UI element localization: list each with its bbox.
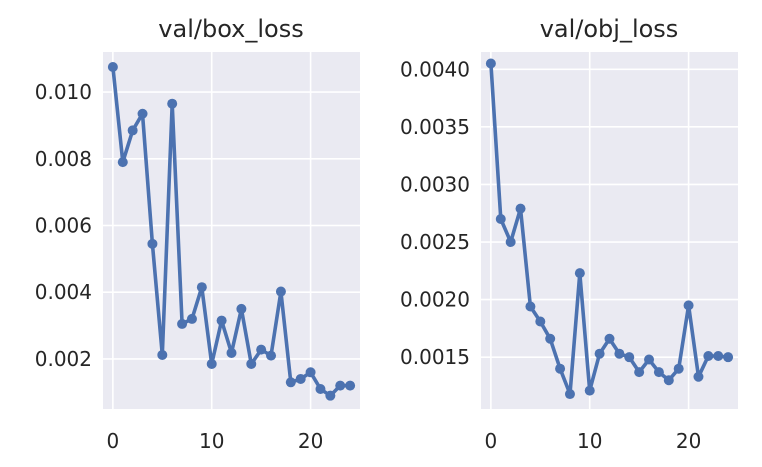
data-point [624,352,635,363]
y-tick-label: 0.010 [35,80,92,104]
x-ticks-obj-loss: 0 10 20 [485,429,702,453]
y-tick-label: 0.006 [35,213,92,237]
y-tick-label: 0.002 [35,347,92,371]
x-tick-label: 20 [676,429,701,453]
x-ticks-box-loss: 0 10 20 [107,429,324,453]
data-point [137,108,148,119]
data-point [614,348,625,359]
data-point [535,316,546,327]
x-tick-label: 10 [199,429,224,453]
data-point [703,351,714,362]
y-tick-label: 0.0030 [400,172,470,196]
data-point [206,358,217,369]
data-point [723,352,734,363]
gridlines-obj-loss [481,52,738,409]
chart-panel-box-loss: val/box_loss 0.002 0.004 0.006 0.008 0.010 0… [35,15,360,453]
chart-title-box-loss: val/box_loss [158,15,303,43]
x-tick-label: 0 [485,429,498,453]
data-point [275,286,286,297]
data-point [167,98,178,109]
data-point [673,363,684,374]
data-point [545,333,556,344]
data-point [564,389,575,400]
data-point [495,213,506,224]
data-point [653,367,664,378]
data-point [246,358,257,369]
data-point [157,349,168,360]
data-point [315,383,326,394]
series-obj-loss [485,58,734,400]
data-point [584,385,595,396]
y-tick-label: 0.008 [35,147,92,171]
y-ticks-box-loss: 0.002 0.004 0.006 0.008 0.010 [35,80,92,371]
y-ticks-obj-loss: 0.0015 0.0020 0.0025 0.0030 0.0035 0.0040 [400,57,470,369]
chart-panel-obj-loss: val/obj_loss 0.00150.00200.00250.00300.0… [400,15,738,453]
data-point [186,313,197,324]
y-tick-label: 0.0020 [400,288,470,312]
data-point [266,350,277,361]
data-point [644,354,655,365]
data-point [177,318,188,329]
data-point [117,157,128,168]
x-tick-label: 10 [577,429,602,453]
data-point [345,380,356,391]
data-point [256,344,267,355]
data-point [305,367,316,378]
data-point [147,238,158,249]
y-tick-label: 0.0025 [400,230,470,254]
data-point [216,315,227,326]
y-tick-label: 0.004 [35,280,92,304]
chart-title-obj-loss: val/obj_loss [540,15,679,43]
data-point [574,268,585,279]
data-point [236,303,247,314]
data-point [594,348,605,359]
data-point [634,367,645,378]
data-point [196,282,207,293]
data-point [555,363,566,374]
data-point [713,351,724,362]
x-tick-label: 20 [298,429,323,453]
x-tick-label: 0 [107,429,120,453]
data-point [525,301,536,312]
data-point [485,58,496,69]
data-point [226,347,237,358]
data-point [107,62,118,73]
data-point [515,203,526,214]
data-point [683,300,694,311]
data-point [663,375,674,386]
data-point [604,333,615,344]
data-point [285,377,296,388]
data-point [693,371,704,382]
data-point [127,125,138,136]
y-tick-label: 0.0015 [400,345,470,369]
data-point [505,237,516,248]
data-point [325,390,336,401]
data-point [295,373,306,384]
plot-area-obj-loss [481,52,738,409]
data-point [335,380,346,391]
series-box-loss [107,62,356,401]
y-tick-label: 0.0040 [400,57,470,81]
y-tick-label: 0.0035 [400,115,470,139]
